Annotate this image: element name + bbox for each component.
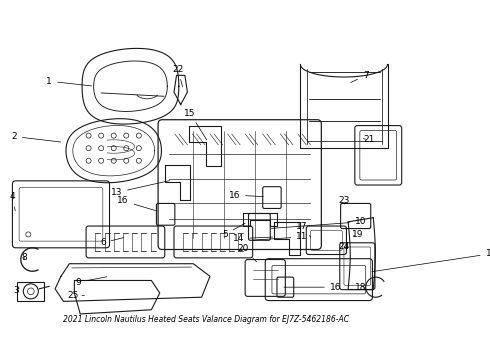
Text: 22: 22 (172, 65, 184, 87)
Text: 2021 Lincoln Nautilus Heated Seats Valance Diagram for EJ7Z-5462186-AC: 2021 Lincoln Nautilus Heated Seats Valan… (63, 315, 349, 324)
Text: 16: 16 (228, 190, 263, 199)
Text: 6: 6 (100, 238, 123, 247)
Text: 9: 9 (75, 277, 107, 287)
Text: 8: 8 (21, 252, 27, 261)
Text: 14: 14 (233, 234, 272, 243)
Text: 12: 12 (372, 249, 490, 272)
Text: 17: 17 (296, 221, 311, 237)
Text: 25: 25 (68, 291, 84, 300)
Text: 24: 24 (338, 243, 349, 252)
Text: 20: 20 (238, 244, 257, 262)
Text: 18: 18 (355, 283, 367, 292)
Text: 21: 21 (364, 135, 375, 144)
Text: 16: 16 (284, 283, 342, 292)
Text: 11: 11 (253, 233, 308, 242)
Text: 5: 5 (222, 223, 245, 239)
Bar (18, 282, 44, 301)
Text: 15: 15 (184, 108, 207, 140)
Text: 10: 10 (271, 217, 367, 228)
Text: 7: 7 (351, 71, 368, 82)
Text: 19: 19 (352, 230, 363, 239)
Text: 16: 16 (117, 197, 157, 211)
Text: 4: 4 (10, 192, 15, 211)
Text: 3: 3 (13, 286, 19, 295)
Text: 2: 2 (11, 132, 61, 142)
Text: 1: 1 (47, 77, 92, 86)
Text: 23: 23 (338, 197, 350, 206)
Text: 13: 13 (110, 181, 170, 197)
